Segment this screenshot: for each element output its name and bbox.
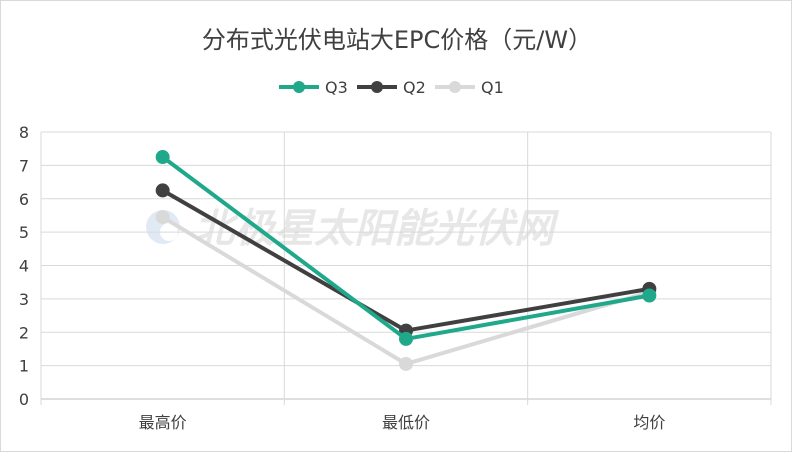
legend: Q3 Q2 Q1 [279, 78, 504, 97]
series-q3 [155, 150, 657, 346]
legend-item-q2: Q2 [357, 78, 426, 97]
data-point [642, 288, 657, 303]
y-tick-label: 2 [19, 323, 29, 342]
y-tick-label: 1 [19, 357, 29, 376]
x-tick-label: 最高价 [139, 413, 187, 432]
legend-marker [449, 81, 461, 93]
data-point [155, 150, 170, 165]
x-tick-label: 均价 [633, 413, 665, 432]
y-tick-label: 6 [19, 190, 29, 209]
y-tick-label: 4 [19, 257, 29, 276]
legend-marker [293, 81, 305, 93]
y-tick-label: 0 [19, 390, 29, 409]
chart-container: 北极星太阳能光伏网 分布式光伏电站大EPC价格（元/W） Q3 Q2 Q1 0 1 2 3… [0, 0, 792, 452]
legend-item-q1: Q1 [435, 78, 504, 97]
y-tick-label: 7 [19, 156, 29, 175]
watermark-text: 北极星太阳能光伏网 [194, 206, 560, 252]
legend-marker [371, 81, 383, 93]
line-chart: 北极星太阳能光伏网 分布式光伏电站大EPC价格（元/W） Q3 Q2 Q1 0 1 2 3… [19, 26, 772, 432]
x-tick-label: 最低价 [382, 413, 430, 432]
data-point [399, 356, 413, 371]
legend-label: Q3 [325, 78, 348, 97]
data-point [399, 331, 413, 346]
legend-item-q3: Q3 [279, 78, 348, 97]
gridlines [40, 131, 772, 405]
data-point [155, 183, 170, 198]
data-point [155, 210, 170, 225]
y-tick-label: 5 [19, 223, 29, 242]
y-tick-label: 8 [19, 123, 29, 142]
y-tick-label: 3 [19, 290, 29, 309]
chart-title: 分布式光伏电站大EPC价格（元/W） [202, 26, 592, 54]
legend-label: Q2 [403, 78, 426, 97]
series-layer [155, 150, 657, 371]
axes: 0 1 2 3 4 5 6 7 8 最高价 最低价 均价 [19, 123, 666, 432]
legend-label: Q1 [481, 78, 504, 97]
